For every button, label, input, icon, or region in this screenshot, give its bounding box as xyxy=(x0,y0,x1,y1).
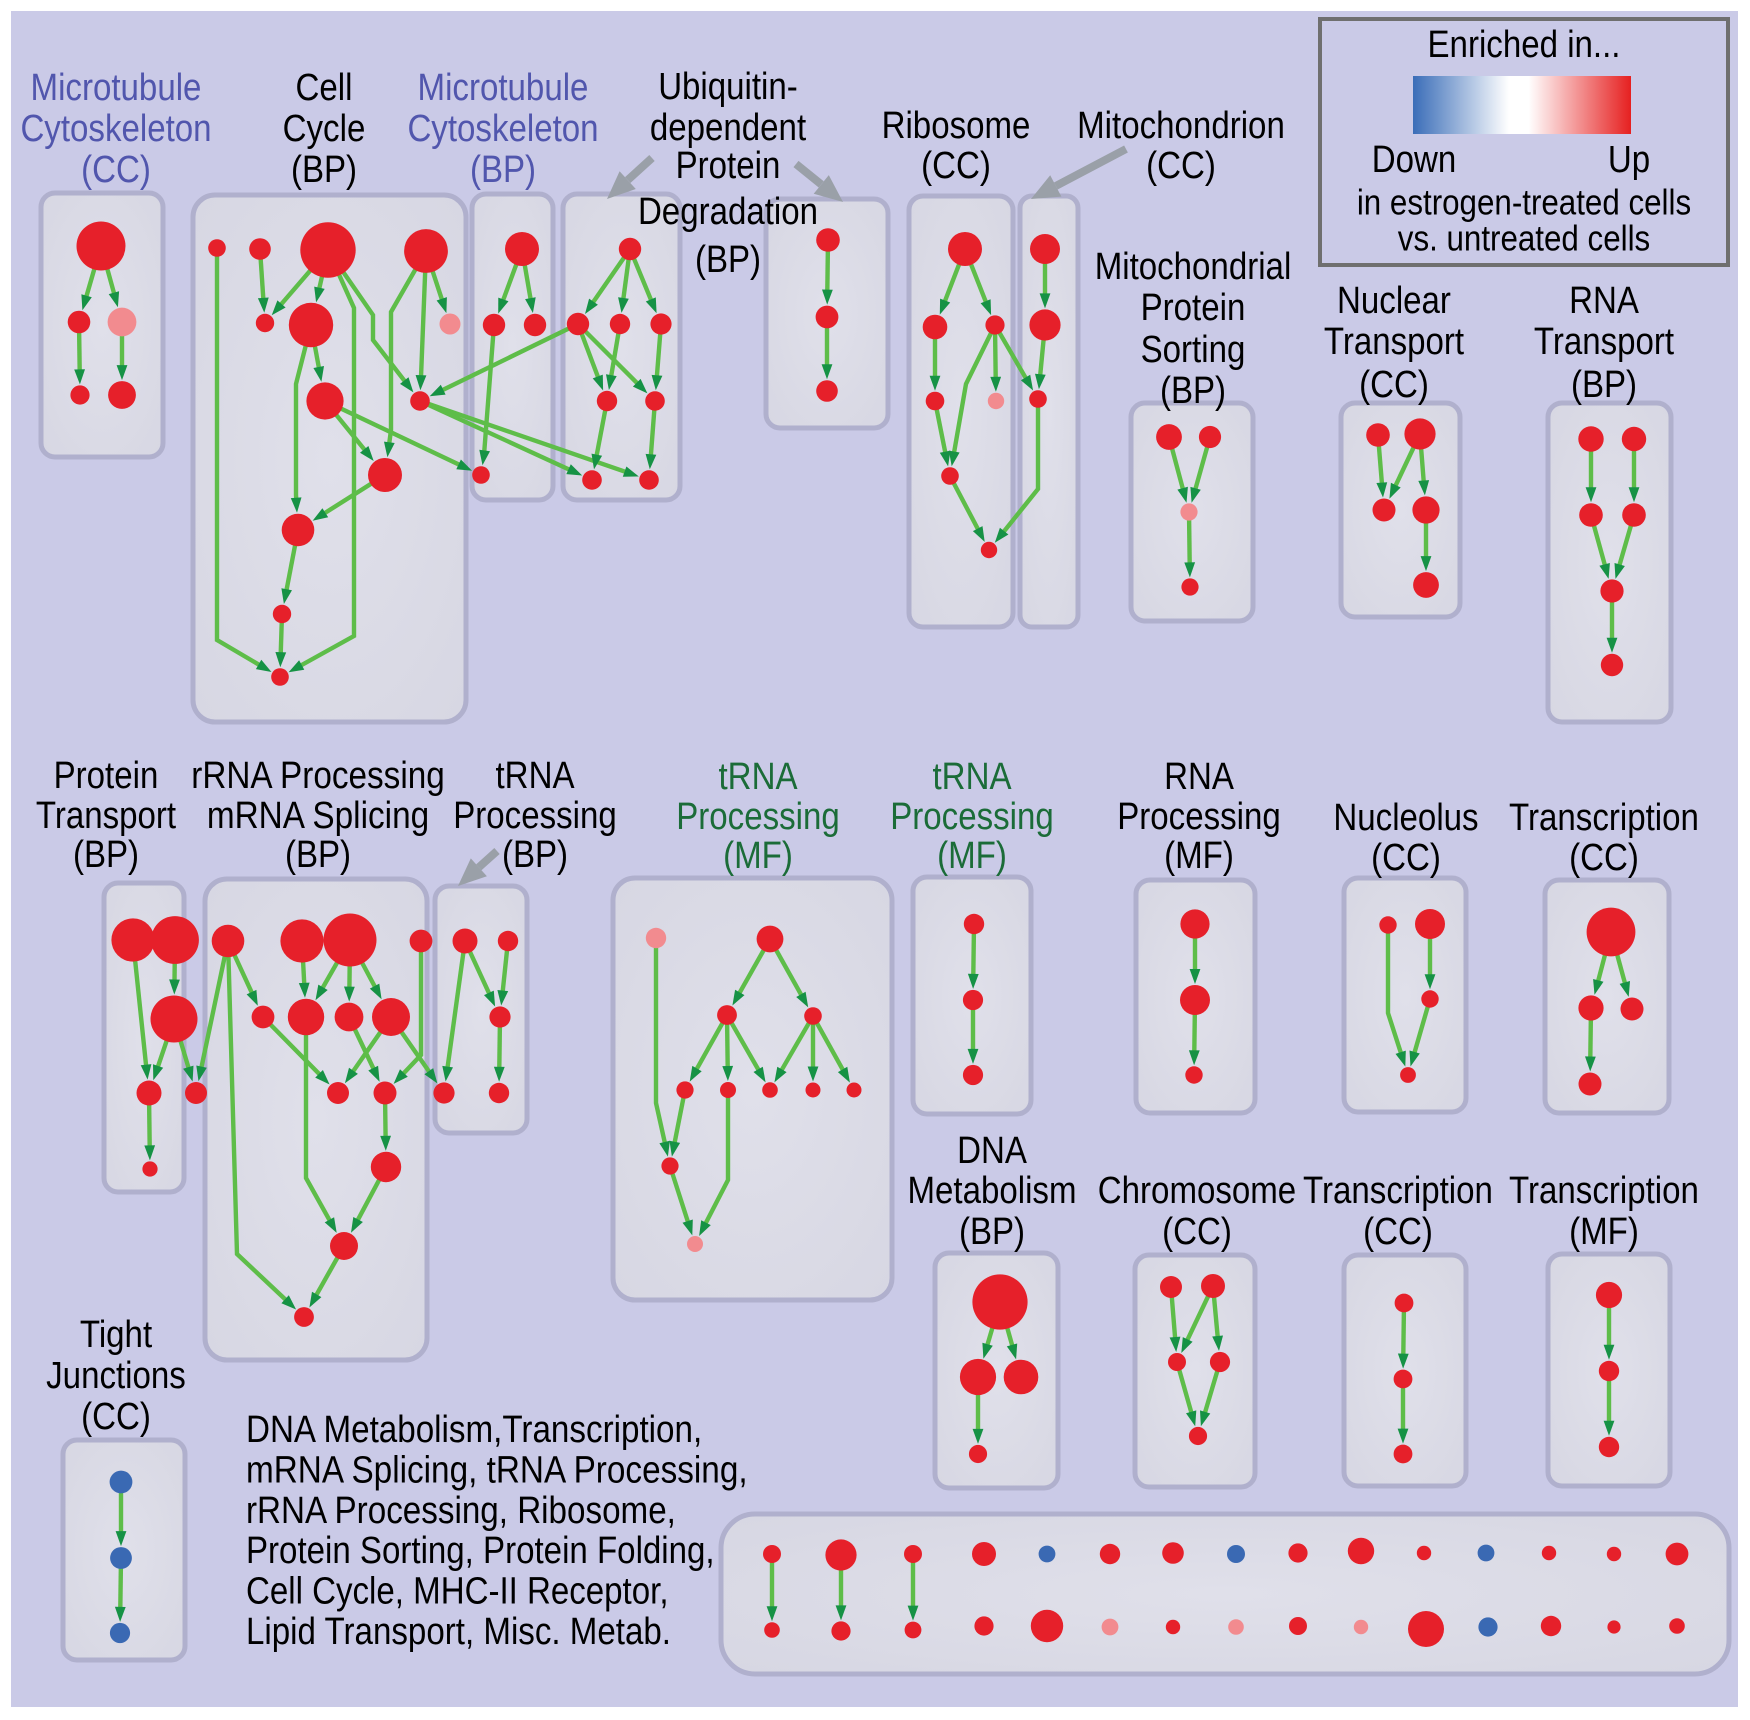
svg-text:rRNA Processing: rRNA Processing xyxy=(191,755,445,797)
svg-text:Enriched in...: Enriched in... xyxy=(1428,24,1621,66)
svg-text:Processing: Processing xyxy=(453,795,617,837)
svg-text:(CC): (CC) xyxy=(1359,364,1429,406)
svg-text:(BP): (BP) xyxy=(695,239,761,281)
svg-text:Ribosome: Ribosome xyxy=(882,105,1031,147)
svg-text:Chromosome: Chromosome xyxy=(1098,1170,1296,1212)
svg-text:Microtubule: Microtubule xyxy=(418,67,589,109)
svg-text:Processing: Processing xyxy=(890,796,1054,838)
svg-text:Transcription: Transcription xyxy=(1303,1170,1493,1212)
svg-text:RNA: RNA xyxy=(1164,756,1234,798)
svg-text:Processing: Processing xyxy=(1117,796,1281,838)
svg-text:Lipid Transport, Misc. Metab.: Lipid Transport, Misc. Metab. xyxy=(246,1611,671,1653)
svg-text:Ubiquitin-: Ubiquitin- xyxy=(658,66,798,108)
svg-text:Cell Cycle, MHC-II Receptor,: Cell Cycle, MHC-II Receptor, xyxy=(246,1571,669,1613)
svg-text:RNA: RNA xyxy=(1569,280,1639,322)
svg-text:Protein: Protein xyxy=(1141,287,1246,329)
svg-text:Transcription: Transcription xyxy=(1509,1170,1699,1212)
svg-text:Transport: Transport xyxy=(36,795,177,837)
svg-text:Cytoskeleton: Cytoskeleton xyxy=(20,108,211,150)
svg-text:Tight: Tight xyxy=(80,1314,153,1356)
svg-text:Transport: Transport xyxy=(1534,321,1675,363)
svg-text:(BP): (BP) xyxy=(1160,370,1226,412)
svg-text:Down: Down xyxy=(1372,139,1457,181)
svg-text:mRNA Splicing: mRNA Splicing xyxy=(207,795,429,837)
svg-text:Cytoskeleton: Cytoskeleton xyxy=(407,108,598,150)
svg-text:Junctions: Junctions xyxy=(46,1355,186,1397)
svg-text:Cycle: Cycle xyxy=(283,108,366,150)
svg-text:(BP): (BP) xyxy=(1571,364,1637,406)
svg-text:(CC): (CC) xyxy=(1363,1211,1433,1253)
svg-text:Protein: Protein xyxy=(54,755,159,797)
svg-text:(MF): (MF) xyxy=(937,835,1007,877)
svg-text:(CC): (CC) xyxy=(1569,837,1639,879)
svg-text:Up: Up xyxy=(1608,139,1650,181)
svg-text:(MF): (MF) xyxy=(1164,835,1234,877)
svg-text:rRNA Processing, Ribosome,: rRNA Processing, Ribosome, xyxy=(246,1490,676,1532)
svg-text:DNA: DNA xyxy=(957,1130,1027,1172)
svg-text:Mitochondrion: Mitochondrion xyxy=(1077,105,1285,147)
svg-text:(BP): (BP) xyxy=(470,149,536,191)
svg-text:dependent: dependent xyxy=(650,107,807,149)
svg-text:Processing: Processing xyxy=(676,796,840,838)
svg-text:tRNA: tRNA xyxy=(496,755,576,797)
svg-text:(CC): (CC) xyxy=(81,149,151,191)
svg-text:Sorting: Sorting xyxy=(1141,329,1246,371)
svg-text:(CC): (CC) xyxy=(921,145,991,187)
svg-text:(BP): (BP) xyxy=(285,834,351,876)
svg-text:DNA Metabolism,Transcription,: DNA Metabolism,Transcription, xyxy=(246,1409,702,1451)
svg-text:(CC): (CC) xyxy=(1162,1211,1232,1253)
svg-text:vs. untreated cells: vs. untreated cells xyxy=(1398,218,1650,259)
svg-text:Metabolism: Metabolism xyxy=(908,1170,1077,1212)
svg-text:(BP): (BP) xyxy=(959,1211,1025,1253)
svg-text:Cell: Cell xyxy=(296,67,353,109)
svg-text:tRNA: tRNA xyxy=(933,756,1013,798)
svg-text:(CC): (CC) xyxy=(1146,145,1216,187)
svg-text:(MF): (MF) xyxy=(723,835,793,877)
svg-text:Nucleolus: Nucleolus xyxy=(1333,797,1478,839)
svg-text:Transcription: Transcription xyxy=(1509,797,1699,839)
svg-text:Protein Sorting, Protein Foldi: Protein Sorting, Protein Folding, xyxy=(246,1530,715,1572)
svg-text:Microtubule: Microtubule xyxy=(31,67,202,109)
svg-text:(BP): (BP) xyxy=(291,149,357,191)
svg-text:Degradation: Degradation xyxy=(638,191,818,233)
svg-text:(BP): (BP) xyxy=(502,834,568,876)
svg-text:(BP): (BP) xyxy=(73,834,139,876)
svg-text:Mitochondrial: Mitochondrial xyxy=(1095,246,1292,288)
svg-text:Nuclear: Nuclear xyxy=(1337,280,1451,322)
svg-text:tRNA: tRNA xyxy=(719,756,799,798)
svg-text:(CC): (CC) xyxy=(1371,837,1441,879)
svg-text:mRNA Splicing, tRNA Processing: mRNA Splicing, tRNA Processing, xyxy=(246,1449,748,1491)
svg-text:Protein: Protein xyxy=(676,145,781,187)
svg-text:in estrogen-treated cells: in estrogen-treated cells xyxy=(1357,182,1691,223)
svg-text:(CC): (CC) xyxy=(81,1396,151,1438)
svg-text:Transport: Transport xyxy=(1324,321,1465,363)
svg-text:(MF): (MF) xyxy=(1569,1211,1639,1253)
